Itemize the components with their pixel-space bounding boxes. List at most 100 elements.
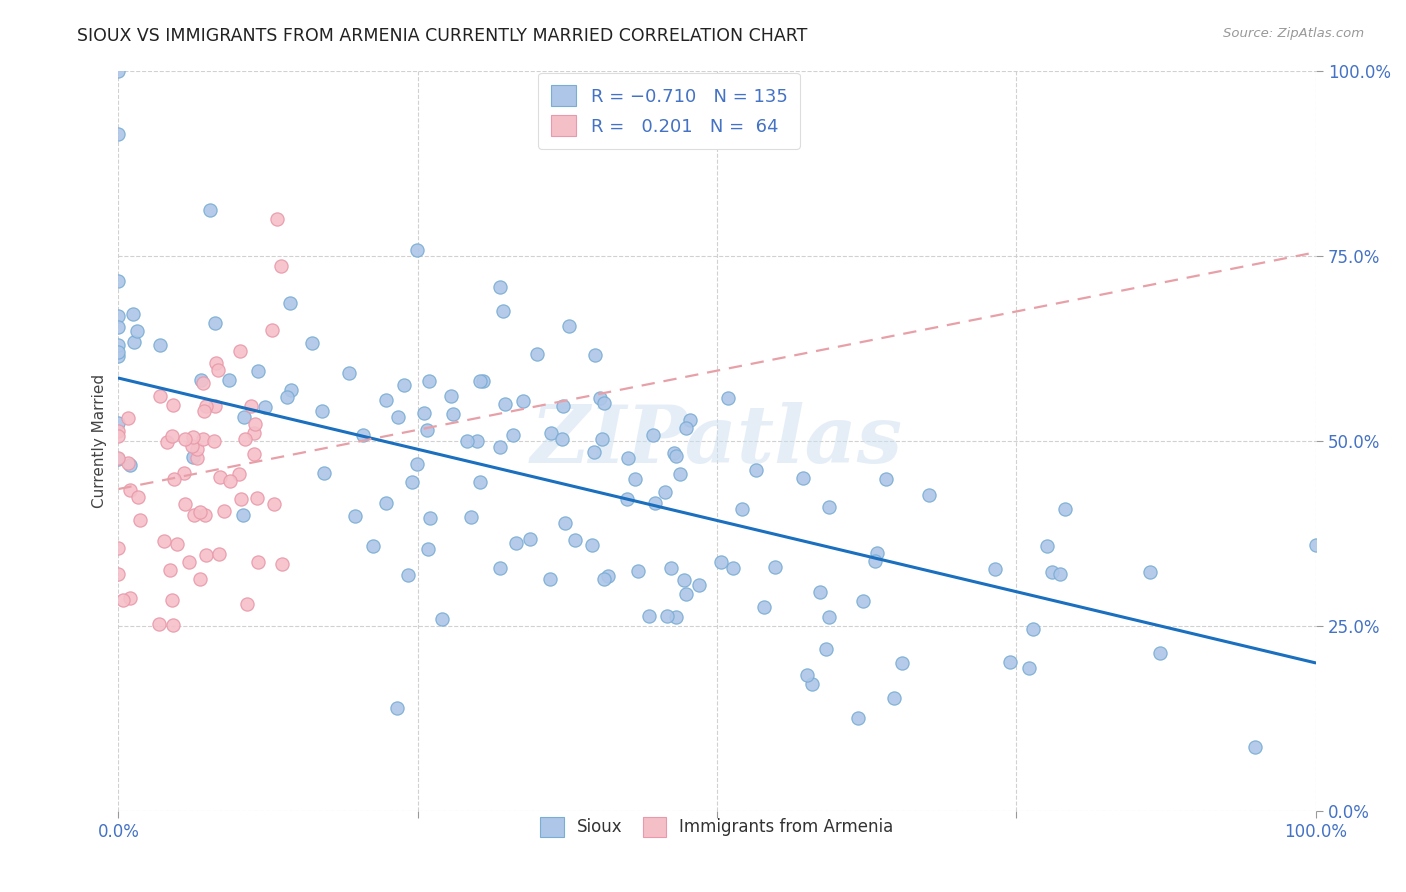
Point [191, 432, 214, 446]
Point [205, 356, 228, 370]
Point [627, 564, 650, 578]
Point [129, 513, 152, 527]
Point [418, 542, 440, 557]
Point [280, 383, 302, 397]
Point [153, 534, 176, 549]
Point [166, 537, 188, 551]
Point [122, 335, 145, 350]
Point [1036, 539, 1059, 553]
Point [1049, 566, 1071, 581]
Point [679, 413, 702, 427]
Point [875, 472, 897, 486]
Point [127, 491, 149, 505]
Point [998, 655, 1021, 669]
Point [107, 274, 129, 288]
Point [489, 561, 512, 575]
Point [343, 509, 366, 524]
Point [675, 587, 697, 601]
Point [406, 244, 429, 258]
Point [209, 469, 232, 483]
Point [212, 504, 235, 518]
Point [589, 391, 612, 405]
Point [1244, 739, 1267, 754]
Point [405, 457, 427, 471]
Point [162, 617, 184, 632]
Point [266, 212, 288, 227]
Point [107, 345, 129, 359]
Point [891, 657, 914, 671]
Point [763, 559, 786, 574]
Point [918, 488, 941, 502]
Point [107, 416, 129, 430]
Point [519, 532, 541, 546]
Y-axis label: Currently Married: Currently Married [93, 374, 107, 508]
Point [190, 373, 212, 387]
Point [198, 203, 221, 218]
Point [675, 421, 697, 435]
Point [204, 316, 226, 330]
Point [270, 259, 292, 273]
Point [623, 472, 645, 486]
Point [117, 411, 139, 425]
Point [204, 434, 226, 448]
Point [118, 483, 141, 497]
Point [419, 511, 441, 525]
Point [228, 467, 250, 482]
Point [183, 450, 205, 464]
Point [311, 403, 333, 417]
Point [301, 336, 323, 351]
Point [468, 475, 491, 489]
Point [107, 428, 129, 442]
Point [418, 374, 440, 388]
Point [796, 668, 818, 682]
Point [208, 547, 231, 561]
Point [254, 400, 277, 414]
Point [312, 466, 335, 480]
Point [551, 433, 574, 447]
Point [456, 434, 478, 448]
Point [1022, 622, 1045, 636]
Point [385, 701, 408, 715]
Point [465, 434, 488, 449]
Point [231, 491, 253, 506]
Point [583, 444, 606, 458]
Point [526, 347, 548, 361]
Point [194, 399, 217, 413]
Point [731, 502, 754, 516]
Point [160, 429, 183, 443]
Point [229, 344, 252, 359]
Point [243, 417, 266, 431]
Point [866, 546, 889, 560]
Point [352, 427, 374, 442]
Point [107, 425, 129, 439]
Text: ZIPatlas: ZIPatlas [531, 402, 903, 480]
Point [243, 447, 266, 461]
Point [160, 593, 183, 607]
Point [416, 424, 439, 438]
Point [239, 399, 262, 413]
Point [174, 432, 197, 446]
Point [278, 296, 301, 310]
Point [107, 566, 129, 581]
Point [148, 617, 170, 632]
Point [665, 610, 688, 624]
Point [443, 407, 465, 421]
Point [616, 450, 638, 465]
Point [181, 439, 204, 453]
Point [721, 561, 744, 575]
Point [233, 432, 256, 446]
Point [159, 563, 181, 577]
Point [207, 363, 229, 377]
Point [659, 561, 682, 575]
Point [181, 430, 204, 444]
Point [118, 458, 141, 472]
Point [494, 396, 516, 410]
Point [398, 568, 420, 582]
Point [246, 491, 269, 505]
Point [654, 485, 676, 500]
Point [177, 556, 200, 570]
Point [984, 562, 1007, 576]
Point [107, 64, 129, 78]
Point [471, 374, 494, 388]
Point [188, 505, 211, 519]
